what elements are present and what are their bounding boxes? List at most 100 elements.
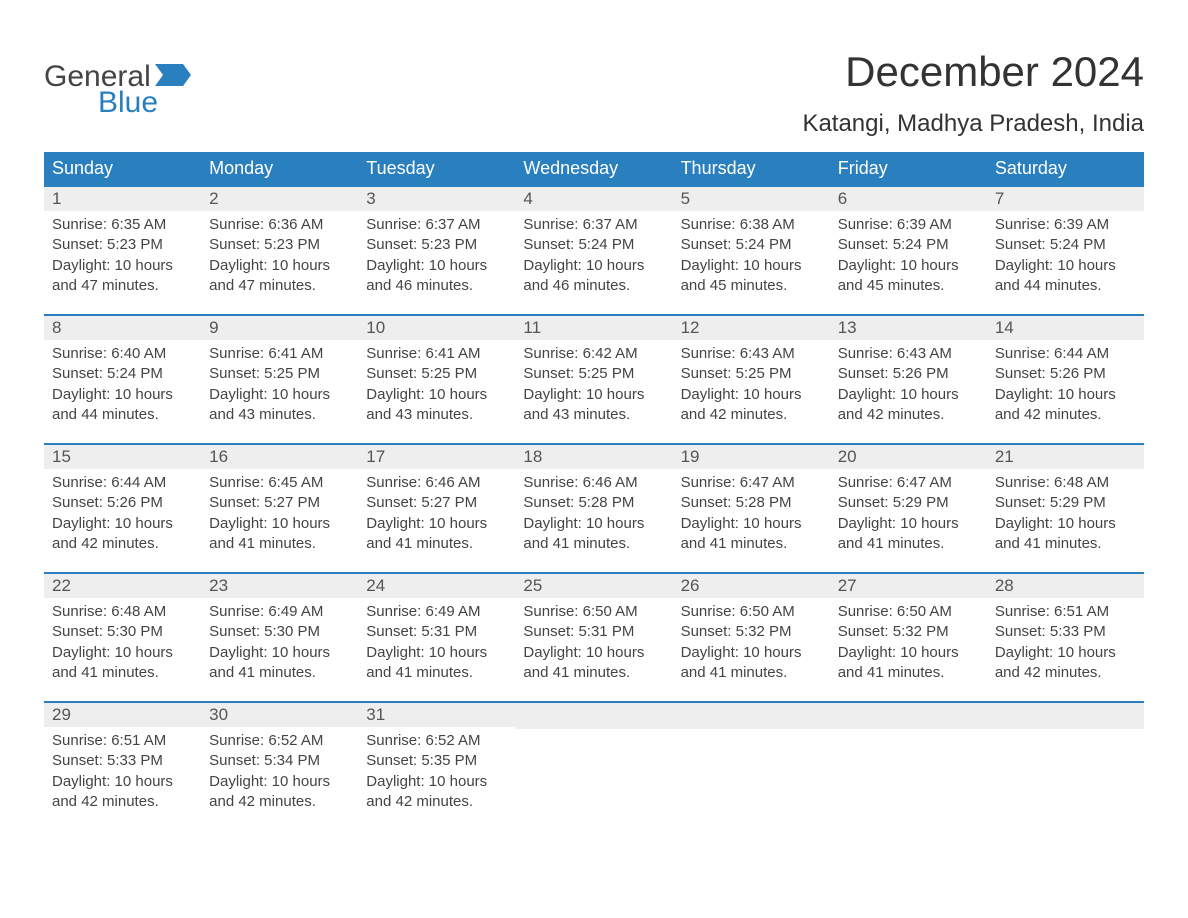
sunset-line: Sunset: 5:28 PM <box>523 493 664 513</box>
month-title: December 2024 <box>802 48 1144 96</box>
day-number: 13 <box>830 316 987 340</box>
sunrise-line: Sunrise: 6:52 AM <box>366 731 507 751</box>
day-number: 12 <box>673 316 830 340</box>
sunset-line: Sunset: 5:27 PM <box>366 493 507 513</box>
calendar-day: 25Sunrise: 6:50 AMSunset: 5:31 PMDayligh… <box>515 574 672 683</box>
calendar-day: 16Sunrise: 6:45 AMSunset: 5:27 PMDayligh… <box>201 445 358 554</box>
day-number: 26 <box>673 574 830 598</box>
calendar-day: 21Sunrise: 6:48 AMSunset: 5:29 PMDayligh… <box>987 445 1144 554</box>
calendar-day: 6Sunrise: 6:39 AMSunset: 5:24 PMDaylight… <box>830 187 987 296</box>
calendar-day: 11Sunrise: 6:42 AMSunset: 5:25 PMDayligh… <box>515 316 672 425</box>
day-content <box>987 729 1144 733</box>
sunrise-line: Sunrise: 6:50 AM <box>523 602 664 622</box>
day-content <box>515 729 672 733</box>
calendar-day: 8Sunrise: 6:40 AMSunset: 5:24 PMDaylight… <box>44 316 201 425</box>
day-number: 14 <box>987 316 1144 340</box>
calendar-day <box>673 703 830 812</box>
day-content: Sunrise: 6:52 AMSunset: 5:35 PMDaylight:… <box>358 727 515 812</box>
sunrise-line: Sunrise: 6:37 AM <box>523 215 664 235</box>
day-content: Sunrise: 6:43 AMSunset: 5:25 PMDaylight:… <box>673 340 830 425</box>
sunset-line: Sunset: 5:33 PM <box>995 622 1136 642</box>
calendar-day: 19Sunrise: 6:47 AMSunset: 5:28 PMDayligh… <box>673 445 830 554</box>
daylight-line: Daylight: 10 hours and 41 minutes. <box>523 514 664 555</box>
sunset-line: Sunset: 5:29 PM <box>838 493 979 513</box>
day-number <box>673 703 830 729</box>
weekday-header: Wednesday <box>515 152 672 185</box>
day-number: 31 <box>358 703 515 727</box>
sunset-line: Sunset: 5:31 PM <box>523 622 664 642</box>
daylight-line: Daylight: 10 hours and 45 minutes. <box>838 256 979 297</box>
day-content <box>830 729 987 733</box>
calendar-day: 10Sunrise: 6:41 AMSunset: 5:25 PMDayligh… <box>358 316 515 425</box>
calendar-day: 2Sunrise: 6:36 AMSunset: 5:23 PMDaylight… <box>201 187 358 296</box>
sunrise-line: Sunrise: 6:50 AM <box>838 602 979 622</box>
calendar-day: 15Sunrise: 6:44 AMSunset: 5:26 PMDayligh… <box>44 445 201 554</box>
daylight-line: Daylight: 10 hours and 44 minutes. <box>52 385 193 426</box>
day-content: Sunrise: 6:50 AMSunset: 5:32 PMDaylight:… <box>673 598 830 683</box>
week-row: 22Sunrise: 6:48 AMSunset: 5:30 PMDayligh… <box>44 572 1144 683</box>
sunset-line: Sunset: 5:33 PM <box>52 751 193 771</box>
sunset-line: Sunset: 5:26 PM <box>838 364 979 384</box>
sunset-line: Sunset: 5:32 PM <box>681 622 822 642</box>
logo: General Blue <box>44 20 191 120</box>
sunrise-line: Sunrise: 6:43 AM <box>681 344 822 364</box>
day-number: 19 <box>673 445 830 469</box>
day-content: Sunrise: 6:44 AMSunset: 5:26 PMDaylight:… <box>44 469 201 554</box>
day-number: 9 <box>201 316 358 340</box>
day-number: 4 <box>515 187 672 211</box>
weekday-header: Sunday <box>44 152 201 185</box>
daylight-line: Daylight: 10 hours and 46 minutes. <box>523 256 664 297</box>
day-content: Sunrise: 6:44 AMSunset: 5:26 PMDaylight:… <box>987 340 1144 425</box>
daylight-line: Daylight: 10 hours and 41 minutes. <box>209 643 350 684</box>
day-content: Sunrise: 6:49 AMSunset: 5:30 PMDaylight:… <box>201 598 358 683</box>
sunset-line: Sunset: 5:25 PM <box>681 364 822 384</box>
day-number: 16 <box>201 445 358 469</box>
daylight-line: Daylight: 10 hours and 41 minutes. <box>681 514 822 555</box>
daylight-line: Daylight: 10 hours and 47 minutes. <box>52 256 193 297</box>
sunrise-line: Sunrise: 6:47 AM <box>681 473 822 493</box>
daylight-line: Daylight: 10 hours and 45 minutes. <box>681 256 822 297</box>
daylight-line: Daylight: 10 hours and 41 minutes. <box>838 514 979 555</box>
calendar-day: 12Sunrise: 6:43 AMSunset: 5:25 PMDayligh… <box>673 316 830 425</box>
day-content: Sunrise: 6:52 AMSunset: 5:34 PMDaylight:… <box>201 727 358 812</box>
daylight-line: Daylight: 10 hours and 46 minutes. <box>366 256 507 297</box>
day-content: Sunrise: 6:46 AMSunset: 5:28 PMDaylight:… <box>515 469 672 554</box>
calendar-day <box>987 703 1144 812</box>
sunset-line: Sunset: 5:23 PM <box>366 235 507 255</box>
day-content: Sunrise: 6:37 AMSunset: 5:23 PMDaylight:… <box>358 211 515 296</box>
week-row: 8Sunrise: 6:40 AMSunset: 5:24 PMDaylight… <box>44 314 1144 425</box>
header: General Blue December 2024 Katangi, Madh… <box>44 20 1144 138</box>
day-content: Sunrise: 6:48 AMSunset: 5:30 PMDaylight:… <box>44 598 201 683</box>
day-content: Sunrise: 6:41 AMSunset: 5:25 PMDaylight:… <box>201 340 358 425</box>
sunrise-line: Sunrise: 6:49 AM <box>366 602 507 622</box>
calendar: SundayMondayTuesdayWednesdayThursdayFrid… <box>44 152 1144 812</box>
sunset-line: Sunset: 5:29 PM <box>995 493 1136 513</box>
daylight-line: Daylight: 10 hours and 41 minutes. <box>366 643 507 684</box>
day-number <box>515 703 672 729</box>
day-number: 8 <box>44 316 201 340</box>
weekday-header-row: SundayMondayTuesdayWednesdayThursdayFrid… <box>44 152 1144 185</box>
daylight-line: Daylight: 10 hours and 41 minutes. <box>209 514 350 555</box>
week-row: 1Sunrise: 6:35 AMSunset: 5:23 PMDaylight… <box>44 185 1144 296</box>
sunrise-line: Sunrise: 6:51 AM <box>995 602 1136 622</box>
sunrise-line: Sunrise: 6:49 AM <box>209 602 350 622</box>
calendar-day: 1Sunrise: 6:35 AMSunset: 5:23 PMDaylight… <box>44 187 201 296</box>
daylight-line: Daylight: 10 hours and 42 minutes. <box>995 385 1136 426</box>
calendar-day: 13Sunrise: 6:43 AMSunset: 5:26 PMDayligh… <box>830 316 987 425</box>
title-block: December 2024 Katangi, Madhya Pradesh, I… <box>802 20 1144 138</box>
calendar-day: 23Sunrise: 6:49 AMSunset: 5:30 PMDayligh… <box>201 574 358 683</box>
day-number <box>830 703 987 729</box>
day-content: Sunrise: 6:47 AMSunset: 5:29 PMDaylight:… <box>830 469 987 554</box>
calendar-day: 7Sunrise: 6:39 AMSunset: 5:24 PMDaylight… <box>987 187 1144 296</box>
day-content: Sunrise: 6:39 AMSunset: 5:24 PMDaylight:… <box>987 211 1144 296</box>
sunset-line: Sunset: 5:24 PM <box>523 235 664 255</box>
sunrise-line: Sunrise: 6:42 AM <box>523 344 664 364</box>
sunrise-line: Sunrise: 6:52 AM <box>209 731 350 751</box>
sunset-line: Sunset: 5:31 PM <box>366 622 507 642</box>
sunset-line: Sunset: 5:23 PM <box>52 235 193 255</box>
day-content: Sunrise: 6:47 AMSunset: 5:28 PMDaylight:… <box>673 469 830 554</box>
day-number: 1 <box>44 187 201 211</box>
day-number: 17 <box>358 445 515 469</box>
day-number: 30 <box>201 703 358 727</box>
sunset-line: Sunset: 5:24 PM <box>838 235 979 255</box>
